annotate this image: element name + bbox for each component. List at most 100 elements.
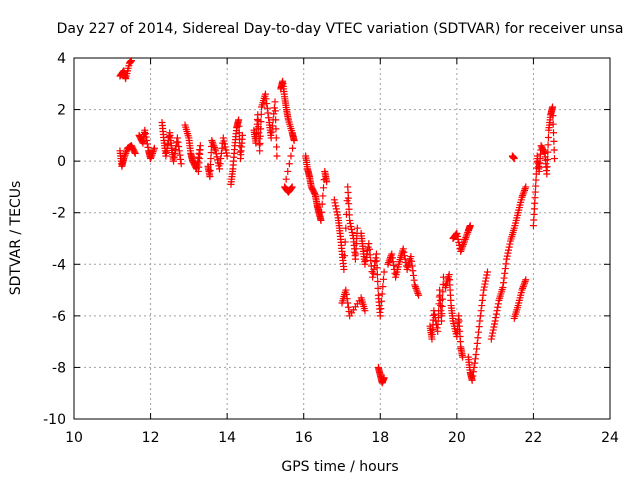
data-point-marker — [121, 151, 129, 159]
data-point-marker — [372, 250, 380, 258]
data-point-marker — [255, 141, 263, 149]
data-point-marker — [333, 208, 341, 216]
data-point-marker — [263, 100, 271, 108]
data-point-marker — [401, 252, 409, 260]
data-point-marker — [366, 251, 374, 259]
data-point-marker — [147, 155, 155, 163]
data-point-marker — [374, 284, 382, 292]
data-point-marker — [505, 246, 513, 254]
data-point-marker — [340, 265, 348, 273]
data-point-marker — [174, 138, 182, 146]
data-point-marker — [238, 131, 246, 139]
data-point-marker — [142, 133, 150, 141]
data-point-marker — [499, 279, 507, 287]
data-point-marker — [149, 148, 157, 156]
data-point-marker — [472, 351, 480, 359]
data-point-marker — [257, 110, 265, 118]
data-point-marker — [492, 314, 500, 322]
data-point-marker — [471, 355, 479, 363]
data-point-marker — [413, 286, 421, 294]
data-point-marker — [462, 234, 470, 242]
y-tick-label: 4 — [57, 51, 66, 67]
data-point-marker — [520, 186, 528, 194]
y-tick-label: -8 — [52, 360, 66, 376]
data-point-marker — [122, 148, 130, 156]
y-tick-label: -10 — [43, 412, 66, 428]
data-point-marker — [491, 320, 499, 328]
data-point-marker — [489, 326, 497, 334]
data-point-marker — [453, 229, 461, 237]
x-tick-label: 12 — [142, 430, 160, 446]
data-point-marker — [488, 332, 496, 340]
data-point-marker — [431, 310, 439, 318]
x-tick-label: 16 — [295, 430, 313, 446]
data-point-marker — [270, 104, 278, 112]
data-point-marker — [389, 258, 397, 266]
data-point-marker — [483, 268, 491, 276]
data-point-marker — [175, 143, 183, 151]
data-point-marker — [505, 243, 513, 251]
x-tick-label: 22 — [525, 430, 543, 446]
y-tick-label: -4 — [52, 257, 66, 273]
data-point-marker — [319, 192, 327, 200]
data-point-marker — [500, 274, 508, 282]
data-point-marker — [122, 149, 130, 157]
data-point-marker — [494, 300, 502, 308]
data-point-marker — [454, 235, 462, 243]
data-point-marker — [162, 152, 170, 160]
data-point-marker — [373, 264, 381, 272]
data-point-marker — [273, 143, 281, 151]
data-point-marker — [506, 240, 514, 248]
data-point-marker — [342, 224, 350, 232]
data-point-marker — [459, 241, 467, 249]
data-point-marker — [207, 155, 215, 163]
data-point-marker — [150, 144, 158, 152]
data-point-marker — [482, 274, 490, 282]
data-point-marker — [510, 155, 518, 163]
data-point-marker — [221, 143, 229, 151]
data-point-marker — [143, 137, 151, 145]
x-tick-label: 14 — [218, 430, 236, 446]
data-point-marker — [550, 146, 558, 154]
data-point-marker — [373, 271, 381, 279]
data-point-marker — [491, 317, 499, 325]
x-tick-label: 24 — [601, 430, 619, 446]
data-point-marker — [285, 160, 293, 168]
data-point-marker — [262, 95, 270, 103]
data-point-marker — [494, 303, 502, 311]
data-point-marker — [206, 167, 214, 175]
data-point-marker — [459, 242, 467, 250]
data-point-marker — [263, 104, 271, 112]
data-point-marker — [148, 151, 156, 159]
data-point-marker — [501, 269, 509, 277]
x-tick-label: 18 — [371, 430, 389, 446]
data-point-marker — [261, 90, 269, 98]
data-point-marker — [469, 372, 477, 380]
data-point-marker — [489, 329, 497, 337]
data-point-marker — [271, 98, 279, 106]
data-point-marker — [289, 144, 297, 152]
data-point-marker — [194, 167, 202, 175]
data-point-marker — [138, 138, 146, 146]
data-point-marker — [131, 149, 139, 157]
data-point-marker — [223, 149, 231, 157]
data-point-marker — [273, 152, 281, 160]
data-point-marker — [365, 240, 373, 248]
data-point-marker — [378, 290, 386, 298]
data-point-marker — [410, 276, 418, 284]
data-point-marker — [399, 245, 407, 253]
data-point-marker — [480, 283, 488, 291]
data-point-marker — [414, 290, 422, 298]
data-point-marker — [342, 286, 350, 294]
data-point-marker — [550, 137, 558, 145]
data-point-marker — [434, 327, 442, 335]
data-point-marker — [433, 324, 441, 332]
data-point-marker — [531, 188, 539, 196]
data-point-marker — [287, 185, 295, 193]
data-point-marker — [131, 148, 139, 156]
data-point-marker — [471, 359, 479, 367]
data-point-marker — [549, 120, 557, 128]
data-point-marker — [520, 188, 528, 196]
grid-lines — [74, 58, 610, 419]
data-point-marker — [342, 290, 350, 298]
